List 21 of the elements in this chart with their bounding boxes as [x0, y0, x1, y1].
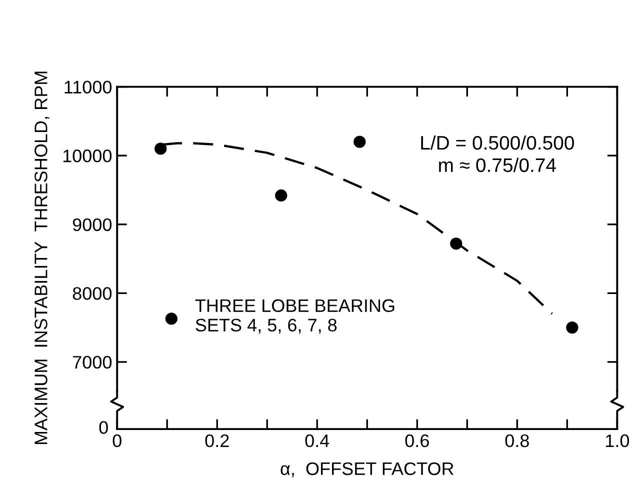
point	[566, 321, 578, 334]
point	[154, 142, 167, 155]
point	[275, 189, 288, 202]
y-axis-title: MAXIMUM INSTABILITY THRESHOLD, RPM	[34, 72, 50, 444]
x-tick-label: 0.6	[405, 434, 429, 448]
x-tick-label: 0	[112, 434, 122, 448]
annotation: L/D = 0.500/0.500 m ≈ 0.75/0.74	[421, 135, 574, 172]
x-tick-label: 1.0	[606, 434, 630, 448]
text: 0	[99, 421, 108, 434]
y-tick-label: 8000	[72, 287, 112, 300]
x-axis-title: α, OFFSET FACTOR	[280, 462, 454, 478]
legend-label: THREE LOBE BEARING SETS 4, 5, 6, 7, 8	[195, 299, 394, 334]
x-tick-label: 0.8	[505, 434, 529, 448]
y-tick-label: 11000	[64, 80, 112, 94]
point	[354, 136, 366, 148]
y-tick-label: 9000	[72, 218, 112, 232]
point	[450, 238, 462, 250]
x-tick-label: 0.4	[305, 434, 330, 448]
x-tick-label: 0.2	[205, 434, 229, 448]
y-tick-label: 10000	[63, 150, 112, 162]
y-tick-label: 7000	[73, 356, 112, 369]
